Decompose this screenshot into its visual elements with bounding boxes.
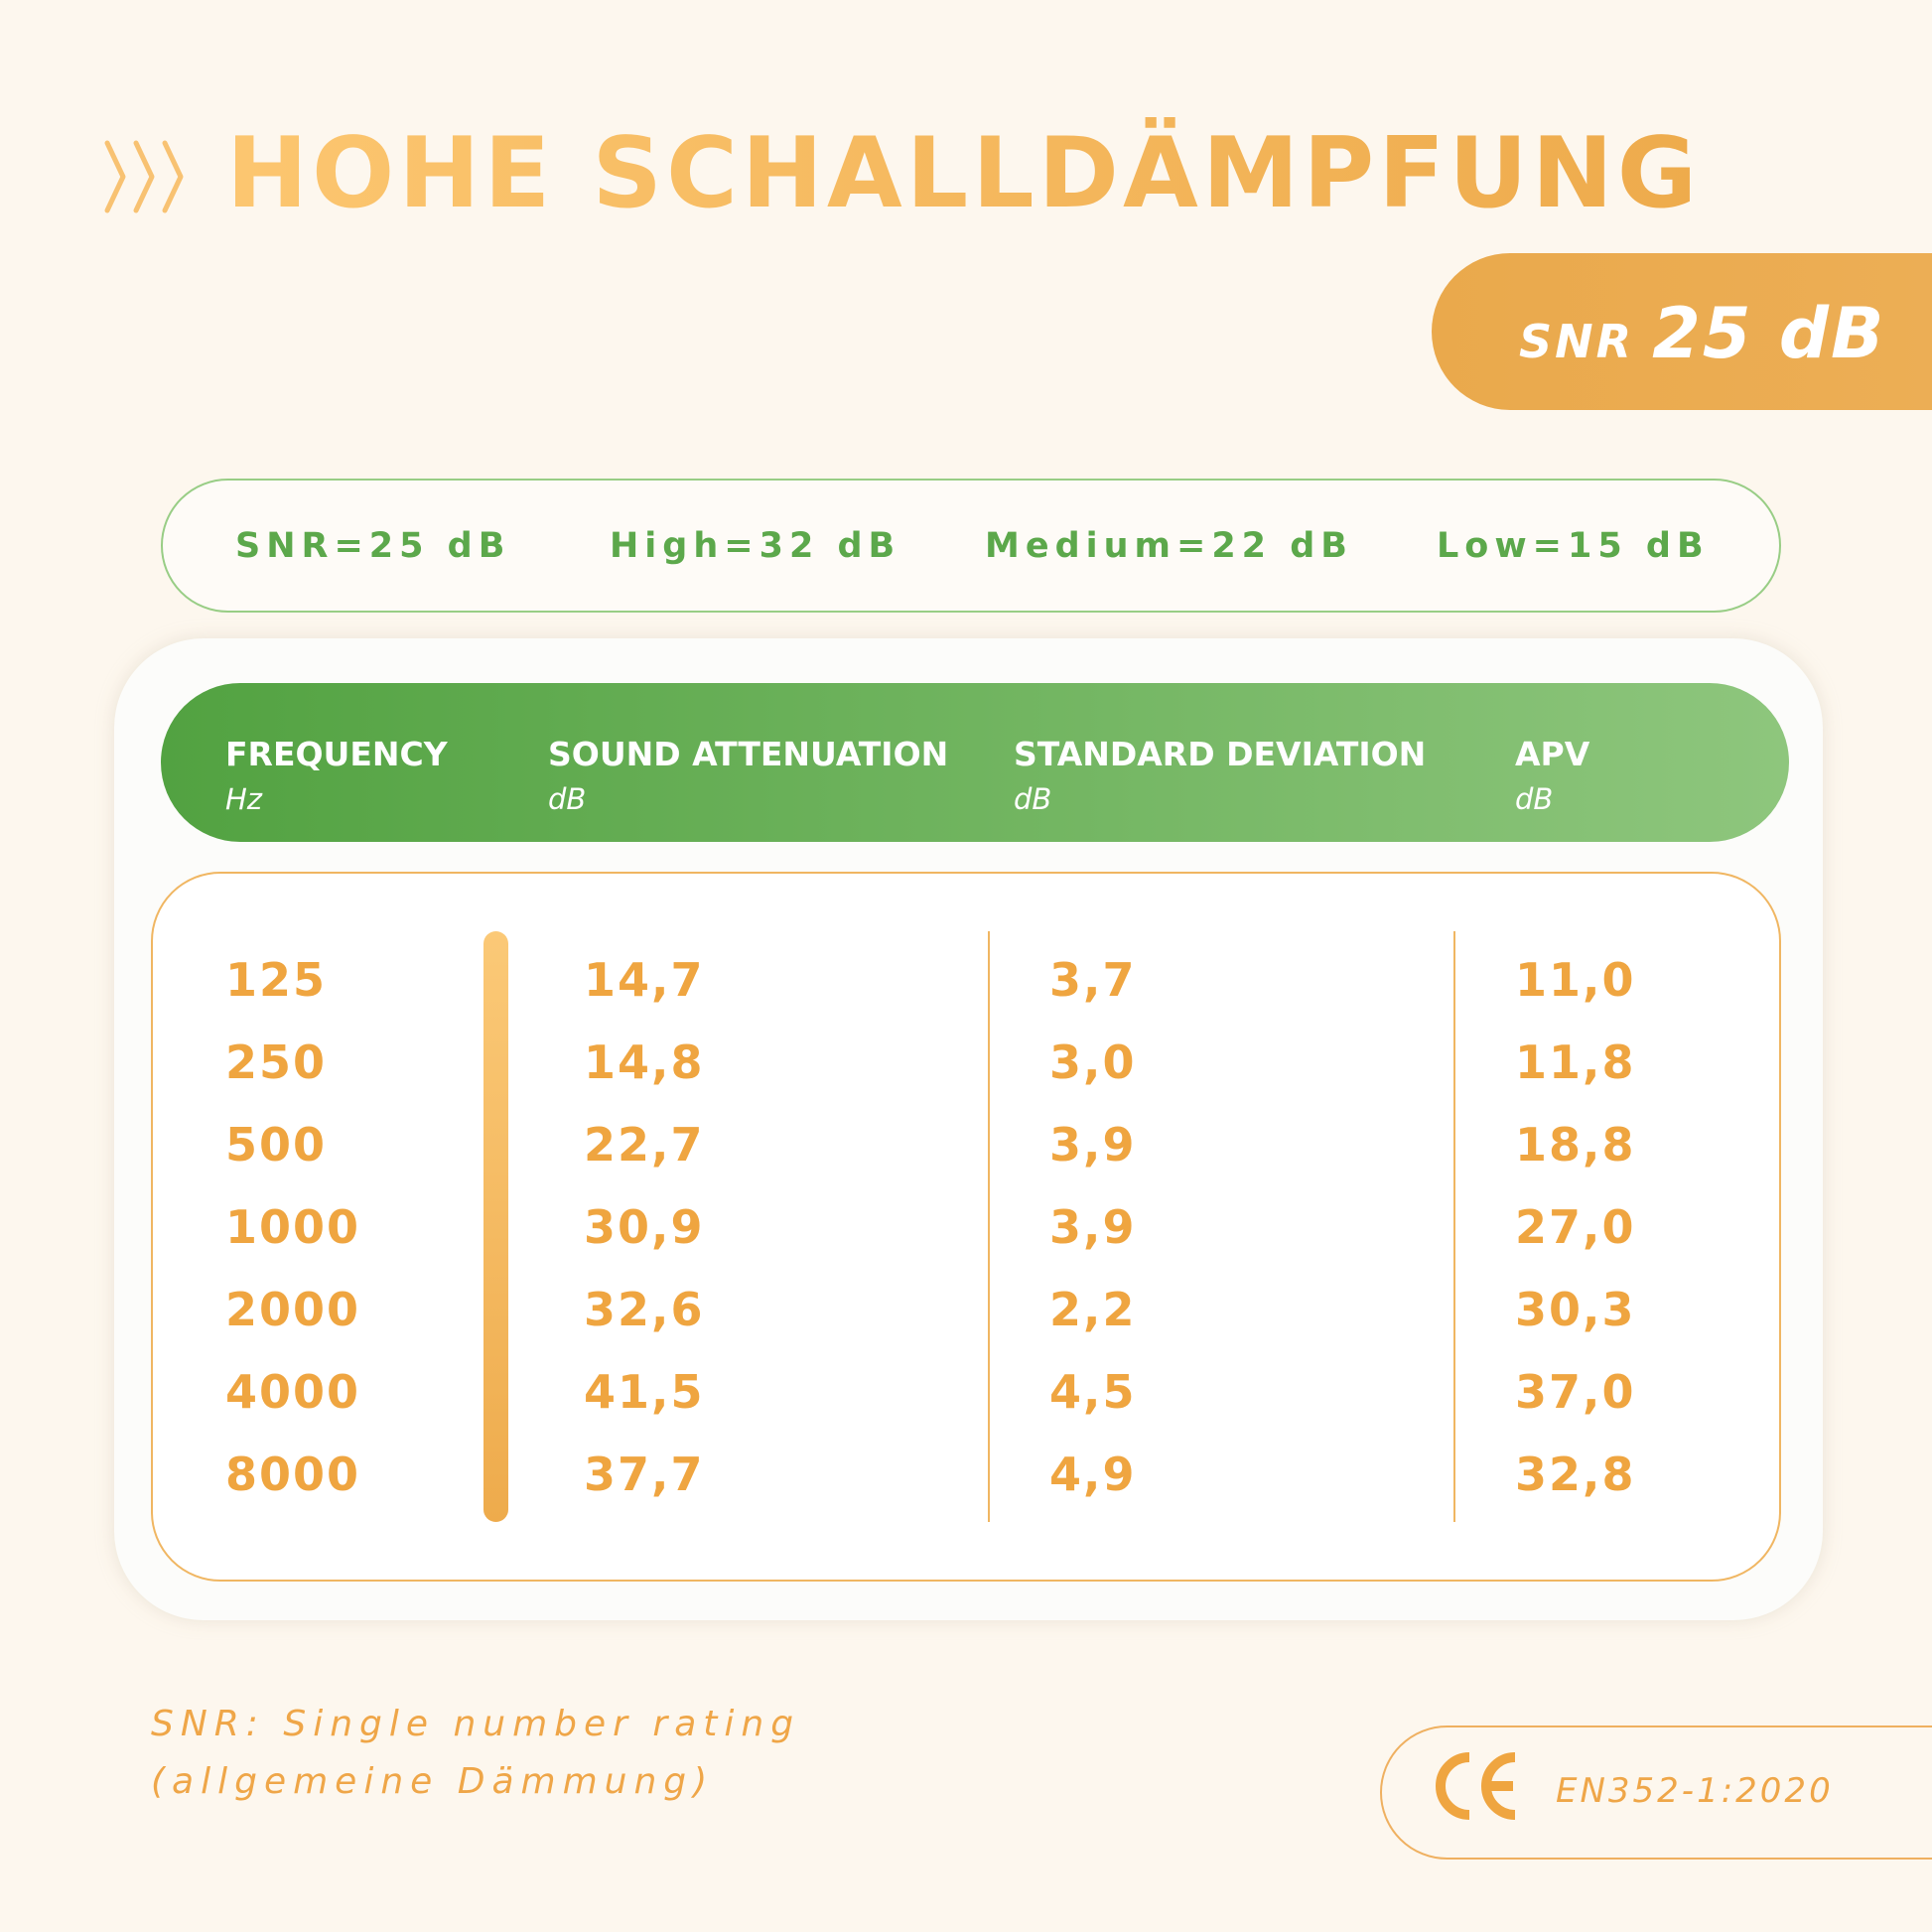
header-frequency: FREQUENCY xyxy=(225,735,448,773)
cell-frequency: 8000 xyxy=(225,1448,361,1501)
snr-badge-value: 25 dB xyxy=(1652,293,1886,374)
unit-frequency: Hz xyxy=(225,782,263,816)
cell-standard-deviation: 4,9 xyxy=(1049,1448,1137,1501)
cell-sound-attenuation: 41,5 xyxy=(584,1365,705,1419)
rating-high: High=32 dB xyxy=(610,526,901,566)
cell-standard-deviation: 3,9 xyxy=(1049,1200,1137,1254)
unit-sound-attenuation: dB xyxy=(548,782,587,816)
cell-sound-attenuation: 32,6 xyxy=(584,1283,705,1336)
cell-standard-deviation: 3,0 xyxy=(1049,1035,1137,1089)
footnote-line2: (allgemeine Dämmung) xyxy=(151,1761,715,1802)
cell-frequency: 4000 xyxy=(225,1365,361,1419)
cell-standard-deviation: 4,5 xyxy=(1049,1365,1137,1419)
cell-sound-attenuation: 22,7 xyxy=(584,1118,705,1172)
column-divider-bar xyxy=(483,931,508,1522)
header-sound-attenuation: SOUND ATTENUATION xyxy=(548,735,949,773)
cell-sound-attenuation: 14,7 xyxy=(584,953,705,1007)
header-standard-deviation: STANDARD DEVIATION xyxy=(1014,735,1427,773)
footnote-line1: SNR: Single number rating xyxy=(151,1704,801,1744)
cell-sound-attenuation: 30,9 xyxy=(584,1200,705,1254)
cell-frequency: 125 xyxy=(225,953,328,1007)
cell-sound-attenuation: 14,8 xyxy=(584,1035,705,1089)
unit-standard-deviation: dB xyxy=(1014,782,1052,816)
footnote: SNR: Single number rating (allgemeine Dä… xyxy=(151,1696,800,1811)
cell-frequency: 250 xyxy=(225,1035,328,1089)
cell-standard-deviation: 3,7 xyxy=(1049,953,1137,1007)
ratings-bar: SNR=25 dB High=32 dB Medium=22 dB Low=15… xyxy=(161,479,1781,613)
table-body xyxy=(151,872,1781,1582)
page-title: HOHE SCHALLDÄMPFUNG xyxy=(226,117,1702,230)
cell-frequency: 2000 xyxy=(225,1283,361,1336)
cell-apv: 18,8 xyxy=(1515,1118,1636,1172)
chevrons-icon xyxy=(104,140,184,213)
cell-frequency: 1000 xyxy=(225,1200,361,1254)
table-header: FREQUENCY Hz SOUND ATTENUATION dB STANDA… xyxy=(161,683,1789,842)
rating-low: Low=15 dB xyxy=(1437,526,1710,566)
cell-apv: 11,0 xyxy=(1515,953,1636,1007)
cell-apv: 30,3 xyxy=(1515,1283,1636,1336)
rating-snr: SNR=25 dB xyxy=(235,526,511,566)
cell-standard-deviation: 2,2 xyxy=(1049,1283,1137,1336)
ce-mark-icon xyxy=(1436,1752,1516,1820)
cell-standard-deviation: 3,9 xyxy=(1049,1118,1137,1172)
column-divider xyxy=(988,931,990,1522)
cell-apv: 27,0 xyxy=(1515,1200,1636,1254)
cell-frequency: 500 xyxy=(225,1118,328,1172)
snr-badge: SNR 25 dB xyxy=(1432,253,1932,410)
cell-apv: 37,0 xyxy=(1515,1365,1636,1419)
column-divider xyxy=(1453,931,1455,1522)
cell-apv: 11,8 xyxy=(1515,1035,1636,1089)
unit-apv: dB xyxy=(1515,782,1554,816)
cell-sound-attenuation: 37,7 xyxy=(584,1448,705,1501)
cell-apv: 32,8 xyxy=(1515,1448,1636,1501)
header-apv: APV xyxy=(1515,735,1590,773)
snr-badge-label: SNR xyxy=(1519,315,1635,368)
rating-medium: Medium=22 dB xyxy=(985,526,1353,566)
certification-badge: EN352-1:2020 xyxy=(1380,1725,1932,1860)
standard-label: EN352-1:2020 xyxy=(1556,1771,1834,1811)
